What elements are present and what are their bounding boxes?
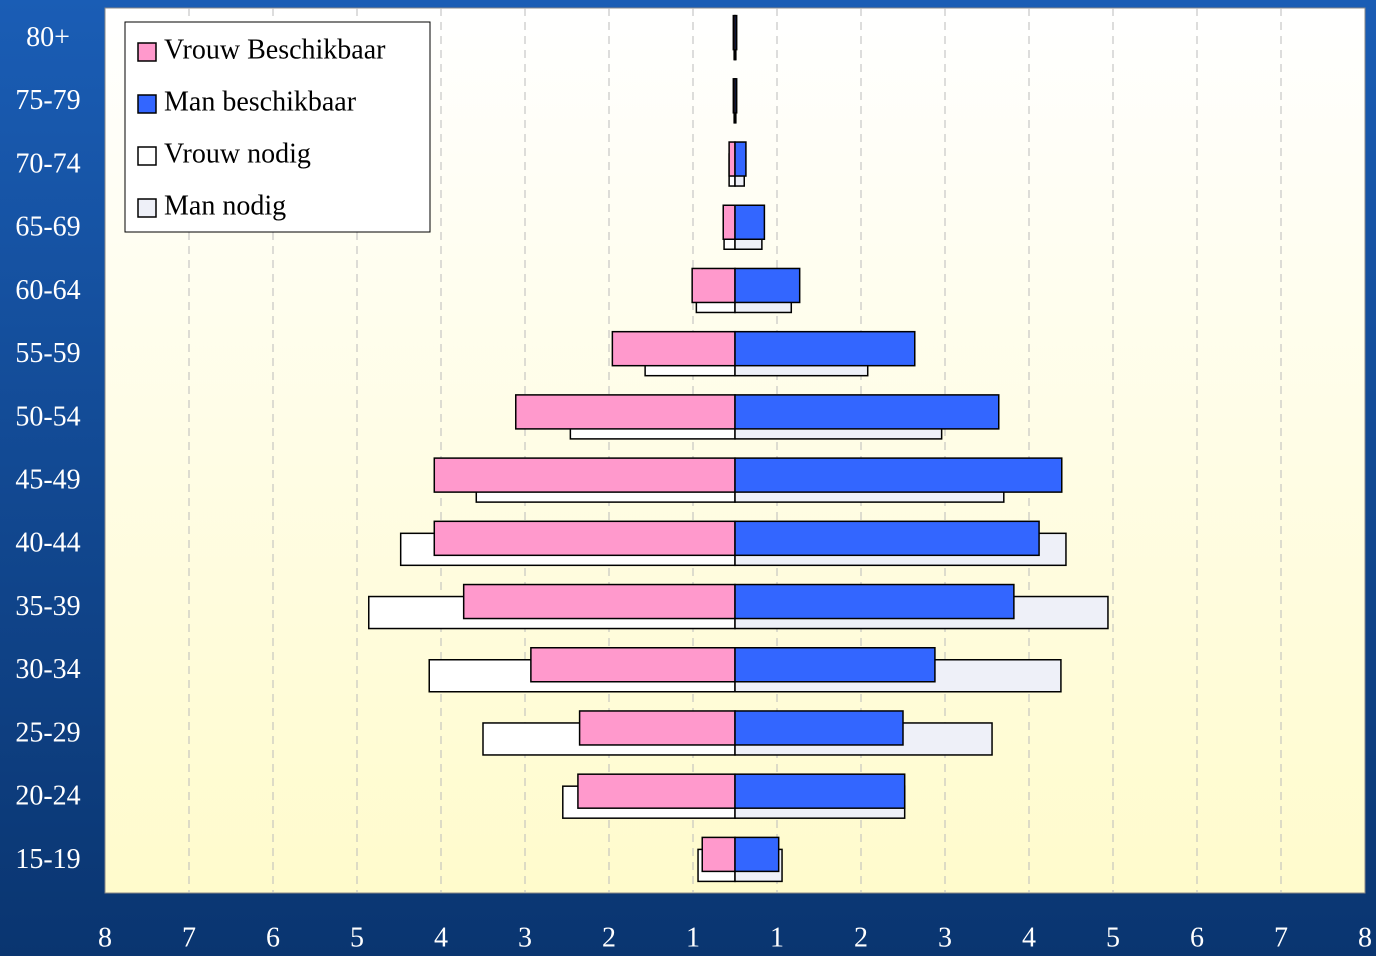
x-tick-label: 2 bbox=[854, 922, 868, 953]
x-tick-label: 6 bbox=[1190, 922, 1204, 953]
legend-box bbox=[124, 21, 431, 233]
bar bbox=[734, 773, 906, 809]
bar bbox=[433, 520, 736, 557]
y-tick-label: 15-19 bbox=[15, 844, 80, 875]
bar bbox=[578, 710, 736, 746]
y-tick-label: 50-54 bbox=[15, 401, 80, 432]
y-tick-label: 70-74 bbox=[15, 148, 80, 179]
x-tick-label: 8 bbox=[98, 922, 112, 953]
bar bbox=[515, 394, 736, 430]
y-tick-label: 20-24 bbox=[15, 781, 80, 812]
legend-label: Man beschikbaar bbox=[164, 86, 357, 117]
bar bbox=[433, 457, 736, 493]
y-tick-label: 75-79 bbox=[15, 85, 80, 116]
y-tick-label: 35-39 bbox=[15, 591, 80, 622]
bar bbox=[734, 520, 1040, 557]
x-tick-label: 6 bbox=[266, 922, 280, 953]
bar bbox=[734, 710, 904, 746]
bar bbox=[734, 647, 936, 683]
legend-label: Vrouw Beschikbaar bbox=[164, 34, 386, 65]
bar bbox=[734, 836, 780, 873]
y-tick-label: 80+ bbox=[26, 22, 70, 53]
bar bbox=[728, 141, 736, 177]
x-tick-label: 3 bbox=[518, 922, 532, 953]
x-tick-label: 5 bbox=[350, 922, 364, 953]
bar bbox=[701, 836, 736, 873]
bar bbox=[734, 330, 916, 367]
bar bbox=[611, 330, 736, 367]
y-tick-label: 45-49 bbox=[15, 465, 80, 496]
bar bbox=[734, 78, 738, 114]
x-tick-label: 2 bbox=[602, 922, 616, 953]
x-tick-label: 7 bbox=[182, 922, 196, 953]
x-tick-label: 3 bbox=[938, 922, 952, 953]
x-tick-label: 8 bbox=[1358, 922, 1372, 953]
bar bbox=[734, 141, 747, 177]
bar bbox=[734, 267, 801, 304]
bar bbox=[734, 204, 766, 240]
y-tick-label: 55-59 bbox=[15, 338, 80, 369]
legend-swatch bbox=[137, 42, 157, 62]
bar bbox=[462, 583, 736, 620]
legend-swatch bbox=[137, 94, 157, 114]
legend-label: Man nodig bbox=[164, 190, 286, 221]
bar bbox=[577, 773, 736, 809]
x-tick-label: 1 bbox=[770, 922, 784, 953]
bar bbox=[691, 267, 736, 304]
x-tick-label: 7 bbox=[1274, 922, 1288, 953]
y-tick-label: 30-34 bbox=[15, 654, 80, 685]
y-tick-label: 65-69 bbox=[15, 212, 80, 243]
x-tick-label: 5 bbox=[1106, 922, 1120, 953]
y-tick-label: 40-44 bbox=[15, 528, 80, 559]
bar bbox=[530, 647, 736, 683]
x-tick-label: 4 bbox=[434, 922, 448, 953]
x-tick-label: 4 bbox=[1022, 922, 1036, 953]
legend-swatch bbox=[137, 198, 157, 218]
y-tick-label: 25-29 bbox=[15, 717, 80, 748]
bar bbox=[722, 204, 736, 240]
bar bbox=[734, 394, 1000, 430]
bar bbox=[734, 457, 1063, 493]
legend-label: Vrouw nodig bbox=[164, 138, 311, 169]
bar bbox=[734, 583, 1015, 620]
y-tick-label: 60-64 bbox=[15, 275, 80, 306]
bar bbox=[734, 14, 738, 51]
legend-swatch bbox=[137, 146, 157, 166]
x-tick-label: 1 bbox=[686, 922, 700, 953]
